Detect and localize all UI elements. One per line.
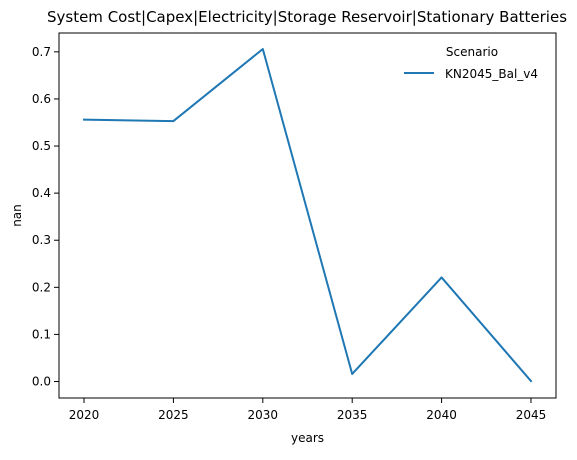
- series-line: [84, 49, 531, 381]
- x-axis-label: years: [291, 431, 324, 445]
- y-axis-ticks: 0.0 0.1 0.2 0.3 0.4 0.5 0.6 0.7: [32, 45, 59, 389]
- x-axis-ticks: 2020 2025 2030 2035 2040 2045: [69, 398, 546, 422]
- legend-title: Scenario: [446, 45, 498, 59]
- chart-title: System Cost|Capex|Electricity|Storage Re…: [47, 8, 567, 26]
- y-tick-label: 0.2: [32, 280, 51, 294]
- y-tick-label: 0.3: [32, 233, 51, 247]
- plot-area: [59, 33, 556, 398]
- x-tick-label: 2040: [426, 408, 457, 422]
- x-tick-label: 2035: [337, 408, 368, 422]
- y-tick-label: 0.5: [32, 139, 51, 153]
- x-tick-label: 2045: [516, 408, 547, 422]
- y-tick-label: 0.1: [32, 327, 51, 341]
- legend: Scenario KN2045_Bal_v4: [404, 45, 538, 81]
- x-tick-label: 2030: [248, 408, 279, 422]
- y-tick-label: 0.0: [32, 375, 51, 389]
- x-tick-label: 2025: [158, 408, 189, 422]
- series-layer: [84, 49, 531, 381]
- y-tick-label: 0.6: [32, 92, 51, 106]
- x-tick-label: 2020: [69, 408, 100, 422]
- plot-frame: [59, 33, 556, 398]
- y-tick-label: 0.4: [32, 186, 51, 200]
- legend-label: KN2045_Bal_v4: [445, 67, 538, 81]
- y-tick-label: 0.7: [32, 45, 51, 59]
- y-axis-label: nan: [10, 204, 24, 227]
